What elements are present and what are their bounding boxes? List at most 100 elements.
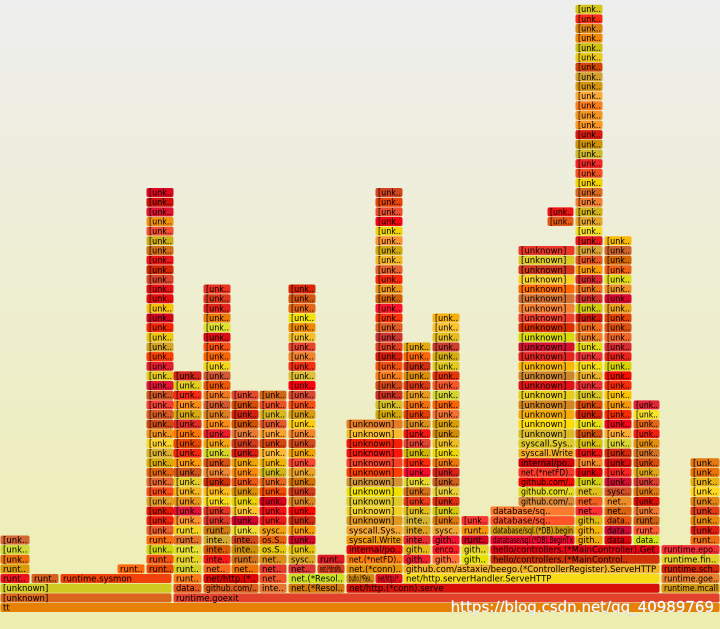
frame: [unk.. — [575, 197, 603, 208]
frame: [unk.. — [203, 458, 231, 469]
frame-box — [146, 217, 174, 226]
frame: [unknown] — [346, 487, 403, 498]
frame-box — [403, 574, 660, 584]
frame: [unk.. — [432, 342, 460, 353]
frame-label: [unk.. — [636, 459, 658, 469]
frame-label: data.. — [607, 536, 630, 546]
frame-box — [403, 390, 431, 400]
frame-label: [unk.. — [378, 218, 401, 228]
frame-label: net/http.(*.. — [378, 575, 401, 585]
frame-label: internal/po.. — [349, 546, 400, 556]
frame-box — [146, 381, 174, 391]
frame-box — [375, 303, 403, 313]
frame: [unk.. — [231, 516, 259, 527]
frame-box — [173, 554, 202, 564]
frame: runt.. — [146, 554, 174, 565]
frame-label: [unk.. — [636, 468, 658, 478]
frame-label: [unk.. — [291, 488, 314, 498]
frame: gith.. — [432, 535, 460, 546]
frame-label: [unk.. — [607, 353, 630, 363]
frame: [unk.. — [259, 438, 287, 449]
frame-label: runt.. — [149, 565, 172, 575]
frame-box — [203, 419, 231, 429]
frame-label: [unk.. — [578, 208, 601, 218]
frame: [unknown] — [346, 438, 403, 449]
frame-box — [518, 313, 575, 323]
frame-box — [633, 487, 660, 497]
frame-box — [259, 525, 287, 535]
frame-label: [unk.. — [149, 189, 172, 199]
frame: runt.. — [203, 525, 231, 536]
frame: [unk.. — [288, 545, 316, 556]
frame-box — [432, 438, 460, 448]
frame-label: [unk.. — [291, 353, 314, 363]
frame-box — [173, 564, 202, 574]
frame-label: runtime.sch.. — [664, 565, 718, 575]
frame-box — [604, 255, 632, 265]
frame: sysc.. — [604, 487, 632, 498]
frame: [unk.. — [403, 438, 431, 449]
frame-label: [unk.. — [176, 488, 200, 498]
frame-label: gith.. — [578, 517, 600, 527]
frame-label: [unk.. — [149, 275, 172, 285]
frame-box — [146, 516, 174, 526]
frame: [unknown] — [518, 323, 575, 334]
frame-box — [432, 506, 460, 516]
frame: [unk.. — [575, 159, 603, 170]
frame-label: internal/po.. — [521, 459, 572, 469]
frame-box — [203, 352, 231, 362]
frame-box — [575, 352, 603, 362]
frame-box — [146, 400, 174, 410]
frame-box — [259, 390, 287, 400]
frame: gith.. — [575, 516, 603, 527]
frame-box — [604, 429, 632, 439]
frame: [unk.. — [604, 477, 632, 488]
frame: [unk.. — [203, 400, 231, 411]
frame: [unknown] — [518, 361, 575, 372]
frame-label: [unk.. — [206, 430, 229, 440]
frame: [unk.. — [403, 342, 431, 353]
frame: [unk.. — [575, 4, 603, 15]
frame: [unk.. — [575, 265, 603, 276]
frame: [unk.. — [461, 516, 489, 527]
frame-label: [unk.. — [578, 362, 601, 372]
frame-label: [unk.. — [607, 382, 630, 392]
frame: [unk.. — [604, 467, 632, 478]
frame: [unk.. — [146, 400, 174, 411]
frame: [unk.. — [575, 458, 603, 469]
frame-box — [403, 438, 431, 448]
frame-label: [unk.. — [378, 343, 401, 353]
frame-label: [unk.. — [149, 304, 172, 314]
frame: [unk.. — [575, 72, 603, 83]
frame-box — [690, 477, 720, 487]
frame: [unk.. — [432, 323, 460, 334]
frame: [unk.. — [690, 525, 720, 536]
frame: [unk.. — [259, 390, 287, 401]
frame: [unk.. — [575, 188, 603, 199]
frame-label: [unk.. — [435, 430, 458, 440]
frame: [unk.. — [375, 255, 403, 266]
frame-box — [231, 506, 259, 516]
frame-label: gith.. — [406, 546, 428, 556]
frame: [unk.. — [173, 516, 202, 527]
frame: gith.. — [403, 554, 431, 565]
frame: [unk.. — [146, 255, 174, 266]
frame: net/http.(*.. — [375, 574, 403, 585]
frame-label: [unk.. — [176, 430, 200, 440]
frame-box — [146, 323, 174, 333]
frame-label: [unk.. — [176, 372, 200, 382]
frame-label: net/http.(*.. — [206, 575, 256, 585]
frame-box — [575, 33, 603, 43]
frame-label: net.. — [262, 555, 281, 565]
frame-box — [231, 516, 259, 526]
frame-label: data.. — [636, 536, 658, 546]
frame: [unk.. — [432, 438, 460, 449]
frame: [unk.. — [604, 419, 632, 430]
frame-box — [173, 516, 202, 526]
frame-label: [unk.. — [435, 517, 458, 527]
frame: [unk.. — [690, 477, 720, 488]
frame-label: [unk.. — [176, 517, 200, 527]
frame: [unknown] — [518, 284, 575, 295]
frame: runt.. — [461, 535, 489, 546]
frame-label: inte.. — [406, 526, 428, 536]
